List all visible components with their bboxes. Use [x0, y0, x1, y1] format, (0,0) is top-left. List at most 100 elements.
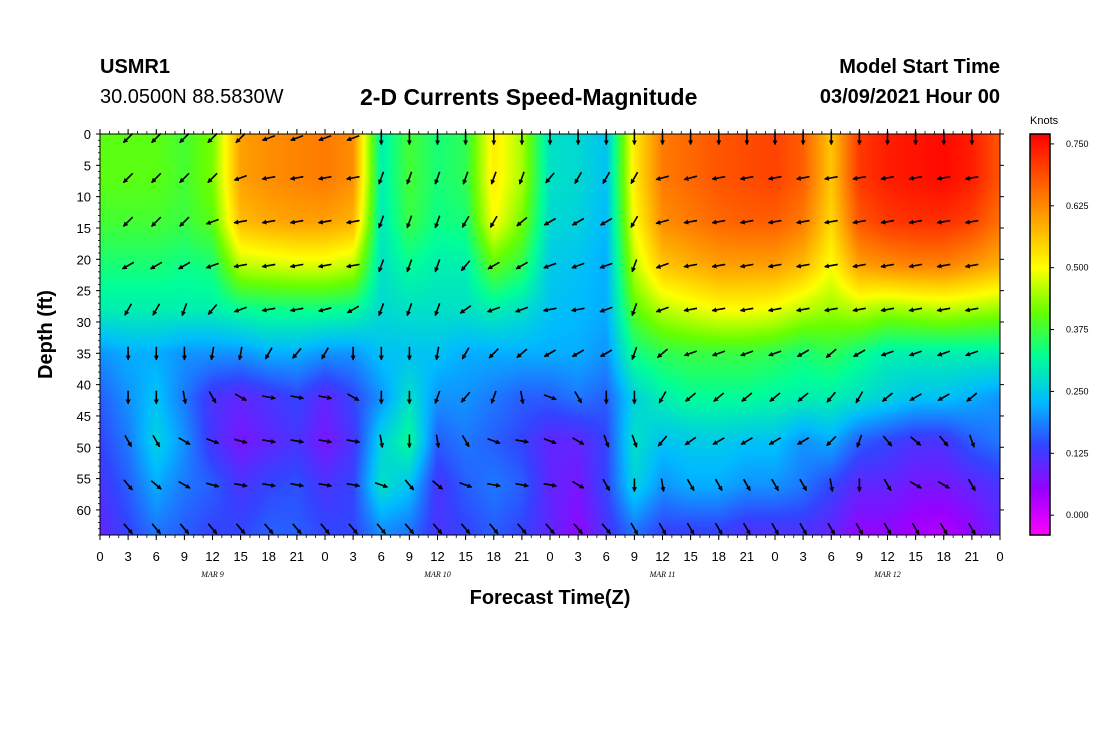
current-arrow [740, 437, 753, 445]
current-arrow [434, 215, 441, 229]
current-arrow [683, 263, 698, 269]
current-arrow [630, 215, 639, 228]
current-arrow [967, 522, 976, 536]
current-arrow [179, 172, 190, 184]
current-arrow [572, 437, 585, 445]
x-axis: 0 3 6 9 12 15 18 21 0 3 6 9 12 15 18 21 0 3 6 9 12 15 18 21 0 3 6 9… [96, 129, 1004, 579]
current-arrow [826, 435, 837, 447]
x-tick-label: 15 [683, 549, 697, 564]
current-arrow [881, 392, 894, 402]
current-arrow [939, 522, 948, 536]
current-arrow [880, 350, 894, 357]
current-arrow [599, 262, 613, 269]
y-tick-label: 15 [77, 221, 91, 236]
current-arrow [571, 217, 585, 226]
current-arrow [572, 480, 585, 489]
current-arrow [964, 307, 979, 313]
current-arrow [207, 303, 218, 316]
current-arrow [880, 307, 895, 313]
station-coordinates: 30.0500N 88.5830W [100, 86, 284, 108]
x-tick-label: 12 [880, 549, 894, 564]
current-arrow [262, 482, 276, 488]
y-tick-label: 60 [77, 503, 91, 518]
current-arrow [459, 305, 472, 314]
current-arrow [880, 175, 895, 181]
current-arrow [233, 219, 248, 225]
current-arrow [321, 347, 329, 360]
current-arrow [263, 523, 274, 535]
y-tick-label: 10 [77, 190, 91, 205]
x-tick-label: 0 [996, 549, 1003, 564]
y-tick-label: 20 [77, 252, 91, 267]
current-arrow [545, 172, 555, 184]
current-arrow [207, 132, 218, 144]
current-arrow [378, 171, 385, 185]
current-arrow [318, 438, 333, 444]
current-arrow [852, 307, 866, 313]
current-arrow [290, 395, 305, 401]
colorbar-tick-label: 0.000 [1066, 510, 1089, 520]
current-arrow [151, 523, 162, 535]
current-arrow [543, 349, 557, 358]
current-arrow [936, 307, 951, 313]
x-day-label: MAR 12 [873, 570, 900, 579]
current-arrow [122, 216, 134, 227]
current-arrow [601, 523, 612, 535]
current-arrow [461, 347, 470, 360]
current-arrow [318, 395, 333, 401]
current-arrow [655, 306, 669, 313]
current-arrow [795, 175, 810, 181]
colorbar-tick-label: 0.125 [1066, 448, 1089, 458]
x-tick-label: 18 [487, 549, 501, 564]
current-arrow [205, 482, 220, 488]
current-arrow [261, 175, 276, 181]
current-arrow [964, 263, 979, 269]
current-arrow [487, 261, 500, 270]
current-arrow [346, 135, 360, 142]
current-arrow [631, 434, 638, 448]
current-arrow [602, 171, 611, 185]
x-day-label: MAR 9 [200, 570, 223, 579]
current-arrow [796, 437, 810, 445]
current-arrow [826, 391, 837, 403]
current-arrow [318, 135, 332, 142]
current-arrow [290, 135, 304, 142]
colorbar-unit: Knots [1030, 115, 1059, 127]
current-arrow [347, 393, 360, 402]
current-arrow [151, 172, 162, 184]
current-arrow [317, 307, 332, 313]
current-arrow [908, 263, 923, 269]
current-arrow [515, 306, 529, 313]
x-tick-label: 18 [937, 549, 951, 564]
current-arrow [571, 349, 585, 358]
current-arrow [660, 478, 666, 493]
current-arrow [317, 175, 332, 181]
current-arrow [880, 219, 895, 225]
current-arrow [795, 263, 810, 269]
current-arrow [797, 392, 809, 402]
current-arrow [406, 215, 413, 229]
current-arrow [460, 260, 471, 272]
current-arrow [824, 219, 838, 225]
current-arrow [631, 303, 638, 317]
current-arrow [150, 480, 162, 490]
y-tick-label: 50 [77, 440, 91, 455]
current-arrow [488, 523, 499, 535]
current-arrow [290, 438, 305, 444]
current-arrow [599, 349, 613, 358]
current-arrow [602, 478, 611, 492]
current-arrow [461, 215, 470, 228]
current-arrow [799, 478, 808, 492]
current-arrow [434, 259, 441, 273]
current-arrow [178, 480, 191, 489]
current-arrow [739, 219, 754, 225]
x-axis-title: Forecast Time(Z) [470, 587, 631, 609]
current-arrow [487, 482, 501, 488]
current-arrow [345, 175, 360, 181]
current-arrow [209, 346, 215, 361]
current-arrow [574, 171, 583, 185]
current-arrow [768, 350, 782, 357]
current-arrow [179, 216, 190, 227]
x-tick-label: 3 [125, 549, 132, 564]
current-arrow [771, 478, 779, 492]
